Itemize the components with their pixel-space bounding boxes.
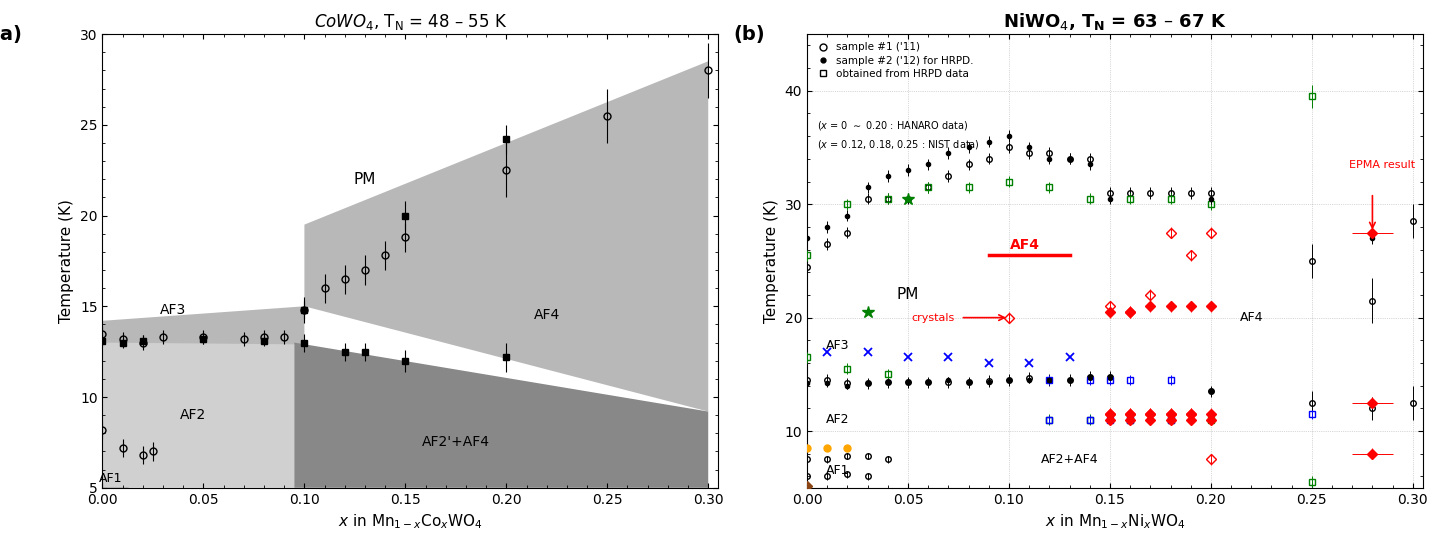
Legend: sample #1 ('11), sample #2 ('12) for HRPD., obtained from HRPD data: sample #1 ('11), sample #2 ('12) for HRP… [813,39,977,82]
Text: crystals: crystals [911,313,954,322]
Text: AF2+AF4: AF2+AF4 [1040,453,1098,466]
Text: ($x$ = 0.12, 0.18, 0.25 : NIST data): ($x$ = 0.12, 0.18, 0.25 : NIST data) [817,138,980,151]
X-axis label: $x$ in Mn$_{1-x}$Co$_x$WO$_4$: $x$ in Mn$_{1-x}$Co$_x$WO$_4$ [339,512,483,531]
Title: NiWO$_4$, T$_\mathregular{N}$ = 63 – 67 K: NiWO$_4$, T$_\mathregular{N}$ = 63 – 67 … [1003,11,1226,32]
X-axis label: $x$ in Mn$_{1-x}$Ni$_x$WO$_4$: $x$ in Mn$_{1-x}$Ni$_x$WO$_4$ [1045,512,1186,531]
Text: AF1: AF1 [826,464,849,478]
Text: EPMA result: EPMA result [1349,160,1415,170]
Title: $\mathit{CoWO_4}$, T$_\mathregular{N}$ = 48 – 55 K: $\mathit{CoWO_4}$, T$_\mathregular{N}$ =… [314,12,507,32]
Text: (b): (b) [733,25,765,44]
Polygon shape [102,424,128,488]
Text: AF2: AF2 [180,408,206,422]
Text: PM: PM [354,172,376,187]
Text: ($x$ = 0 $\sim$ 0.20 : HANARO data): ($x$ = 0 $\sim$ 0.20 : HANARO data) [817,119,968,132]
Polygon shape [294,343,708,488]
Text: AF4: AF4 [533,308,559,322]
Polygon shape [102,339,294,488]
Text: AF3: AF3 [826,339,849,352]
Text: AF3: AF3 [160,303,186,317]
Text: PM: PM [896,287,919,302]
Text: AF2: AF2 [826,413,849,426]
Text: AF4: AF4 [1010,238,1040,252]
Polygon shape [102,306,304,344]
Text: (a): (a) [0,25,23,44]
Text: AF4: AF4 [1239,311,1262,324]
Y-axis label: Temperature (K): Temperature (K) [59,199,75,323]
Polygon shape [304,61,708,411]
Y-axis label: Temperature (K): Temperature (K) [764,199,780,323]
Text: AF1: AF1 [99,472,122,485]
Text: AF2'+AF4: AF2'+AF4 [422,435,490,449]
